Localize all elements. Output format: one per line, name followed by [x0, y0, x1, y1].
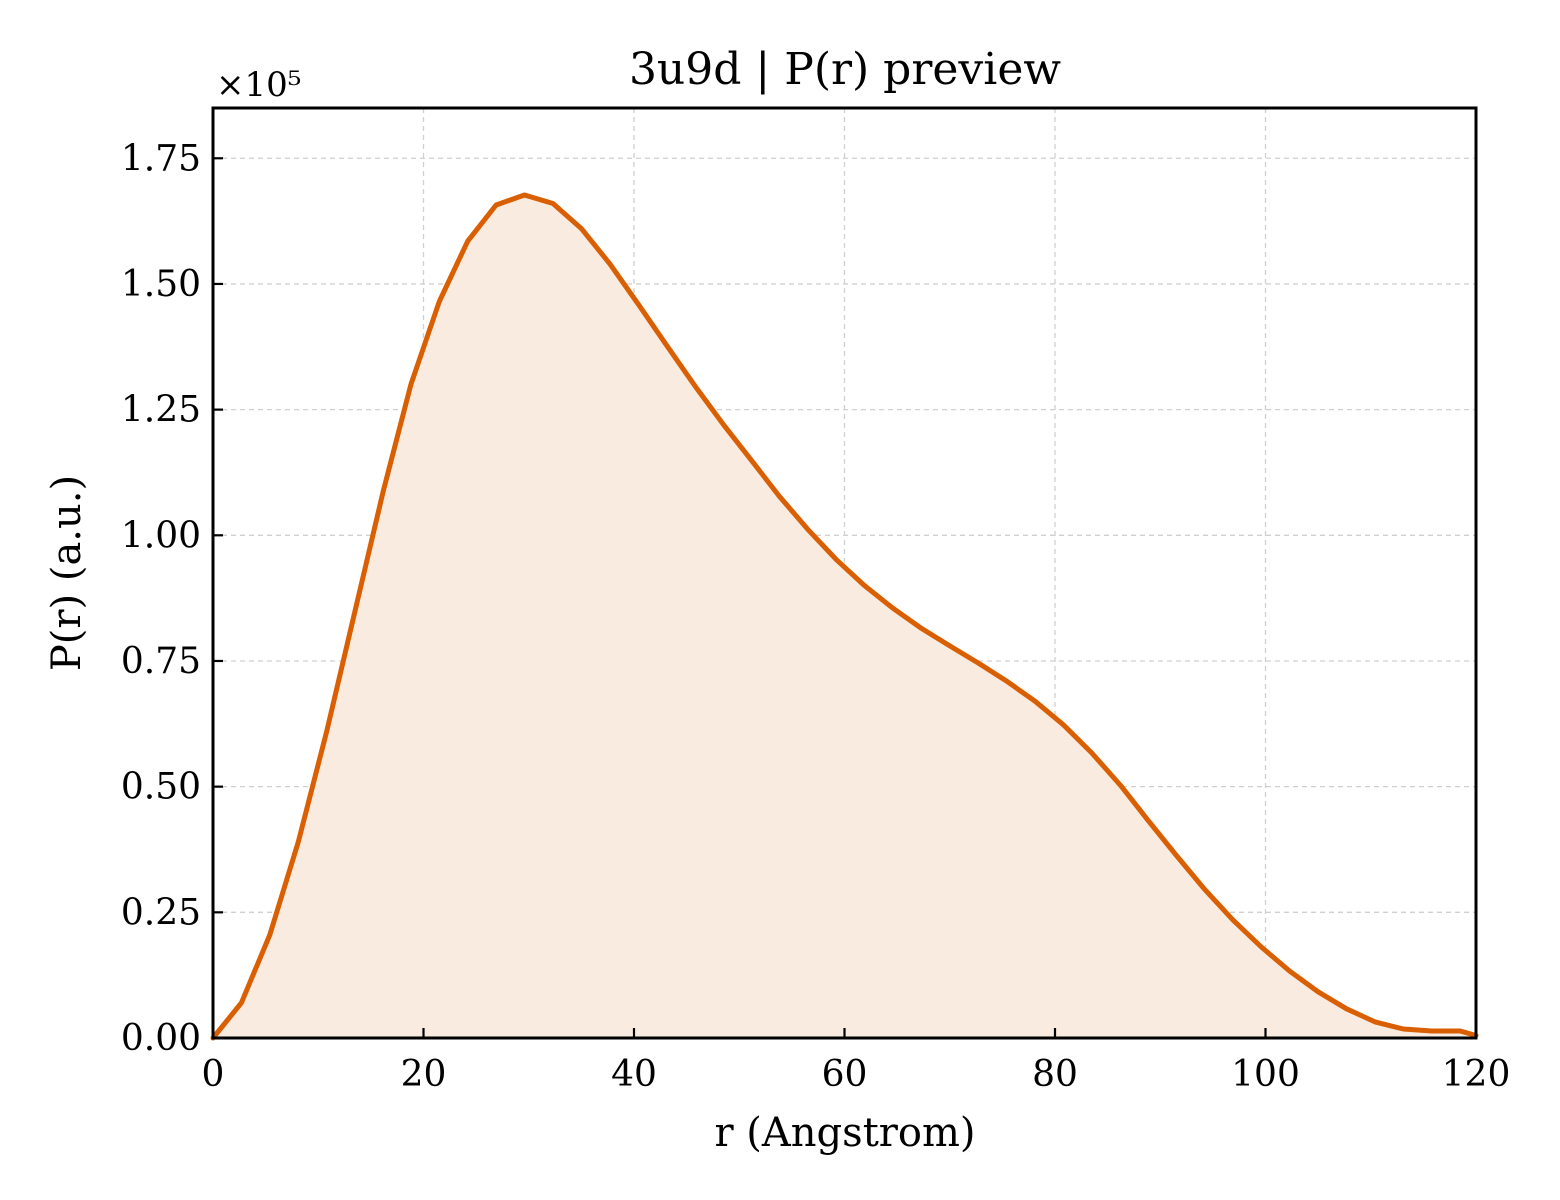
- chart-title: 3u9d | P(r) preview: [629, 44, 1061, 95]
- x-tick-label: 20: [401, 1054, 447, 1095]
- y-tick-label: 1.50: [121, 264, 201, 305]
- y-tick-label: 0.75: [121, 641, 201, 682]
- x-tick-label: 0: [202, 1054, 225, 1095]
- series-line: [210, 192, 1479, 1041]
- x-tick-label: 60: [822, 1054, 868, 1095]
- y-tick-label: 1.00: [121, 515, 201, 556]
- y-scale-label: ×10⁵: [216, 65, 301, 105]
- area-fill: [213, 195, 1476, 1038]
- y-tick-label: 0.00: [121, 1018, 201, 1059]
- x-tick-label: 120: [1442, 1054, 1511, 1095]
- y-tick-label: 0.25: [121, 892, 201, 933]
- x-tick-labels: 0 20 40 60 80 100 120: [202, 1054, 1511, 1095]
- x-axis-label: r (Angstrom): [714, 1110, 975, 1156]
- ticks: [211, 157, 1478, 1040]
- y-tick-label: 1.25: [121, 390, 201, 431]
- x-tick-label: 80: [1032, 1054, 1078, 1095]
- y-tick-label: 0.50: [121, 767, 201, 808]
- x-tick-label: 40: [611, 1054, 657, 1095]
- y-axis-label: P(r) (a.u.): [44, 475, 90, 671]
- y-tick-label: 1.75: [121, 138, 201, 179]
- y-tick-labels: 0.00 0.25 0.50 0.75 1.00 1.25 1.50 1.75: [121, 138, 201, 1059]
- x-tick-label: 100: [1231, 1054, 1300, 1095]
